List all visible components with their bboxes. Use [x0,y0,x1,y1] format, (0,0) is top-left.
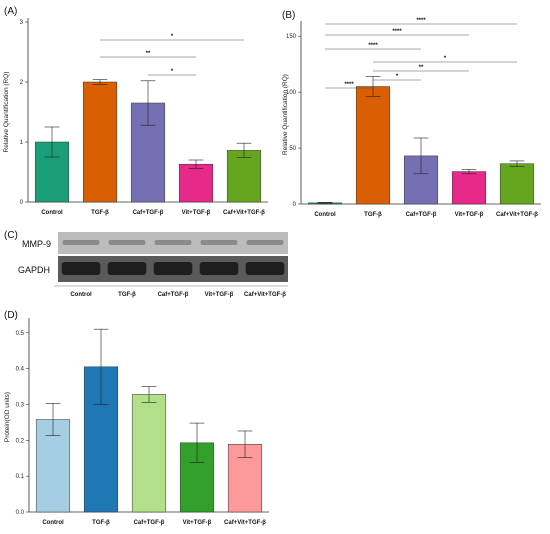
bar [499,163,535,205]
gapdh-band [61,262,101,275]
y-tick-label: 2 [20,80,24,86]
y-tick-label: 0.4 [16,367,25,373]
gapdh-band [153,262,193,275]
gapdh-band [199,262,239,275]
y-tick-label: 0 [20,200,24,206]
panel-label-a: (A) [4,6,17,17]
y-axis-label: Relative Quantification (RQ) [282,74,289,155]
significance-label: **** [368,43,378,49]
panel-label-d: (D) [4,310,18,321]
gapdh-band [107,262,147,275]
significance-label: **** [344,82,354,88]
category-label: Control [41,210,63,216]
chart-a: 0 1 2 3 Relative Quantification (RQ) Control T… [3,18,268,216]
category-label: Vit+TGF-β [455,212,484,218]
bar [355,86,391,205]
y-tick-label: 1 [20,140,24,146]
y-tick-label: 0.1 [16,474,25,480]
blot-row-label: MMP-9 [22,239,51,249]
category-label: Vit+TGF-β [183,520,212,526]
category-label: Caf+TGF-β [406,212,437,218]
gapdh-band [245,262,285,275]
category-label: TGF-β [91,210,109,216]
mmp9-band [62,240,100,245]
category-label: Caf+TGF-β [133,210,164,216]
category-label: Caf+Vit+TGF-β [496,212,538,218]
y-axis-label: Relative Quantification (RQ) [3,72,10,153]
y-tick-label: 0.3 [16,402,25,408]
significance-label: **** [416,18,426,24]
significance-label: ** [419,65,424,71]
chart-b: 0 50 100 150 Relative Quantification (RQ) Con… [282,18,541,218]
y-tick-label: 0.5 [16,331,25,337]
blot-row-label: GAPDH [18,265,50,275]
mmp9-band [154,240,192,245]
category-label: TGF-β [92,520,110,526]
y-tick-label: 0.0 [16,510,25,516]
blot-lane-label: Control [70,292,92,298]
y-tick-label: 0.2 [16,438,25,444]
panel-label-b: (B) [282,10,295,21]
blot-lane-label: TGF-β [118,292,136,298]
significance-label: * [171,34,174,40]
significance-label: ** [146,51,151,57]
bar [131,394,167,513]
blot-lane-label: Caf+Vit+TGF-β [244,292,286,298]
panel-label-c: (C) [4,230,18,241]
y-tick-label: 3 [20,20,24,26]
blot-lane-label: Caf+TGF-β [158,292,189,298]
y-tick-label: 100 [286,90,297,96]
y-axis-label: Protein(OD units) [4,392,11,442]
bar [178,163,214,203]
bar [82,81,118,203]
category-label: TGF-β [364,212,382,218]
mmp9-band [200,240,238,245]
blot-lane-label: Vit+TGF-β [205,292,234,298]
category-label: Control [314,212,336,218]
significance-label: **** [392,29,402,35]
significance-label: * [396,74,399,80]
y-tick-label: 0 [293,202,297,208]
category-label: Control [42,520,64,526]
bar [226,150,262,203]
y-tick-label: 50 [289,146,296,152]
significance-label: * [444,56,447,62]
category-label: Caf+TGF-β [134,520,165,526]
bar [451,171,487,205]
chart-d: 0.0 0.1 0.2 0.3 0.4 0.5 Protein(OD units) Contr… [4,318,269,526]
y-tick-label: 150 [286,34,297,40]
category-label: Caf+Vit+TGF-β [224,520,266,526]
category-label: Vit+TGF-β [182,210,211,216]
mmp9-band [108,240,146,245]
western-blot: MMP-9 GAPDH Control TGF-β Caf+TGF-β Vit+TGF-β… [18,232,288,298]
significance-label: * [171,69,174,75]
mmp9-band [246,240,284,245]
category-label: Caf+Vit+TGF-β [223,210,265,216]
